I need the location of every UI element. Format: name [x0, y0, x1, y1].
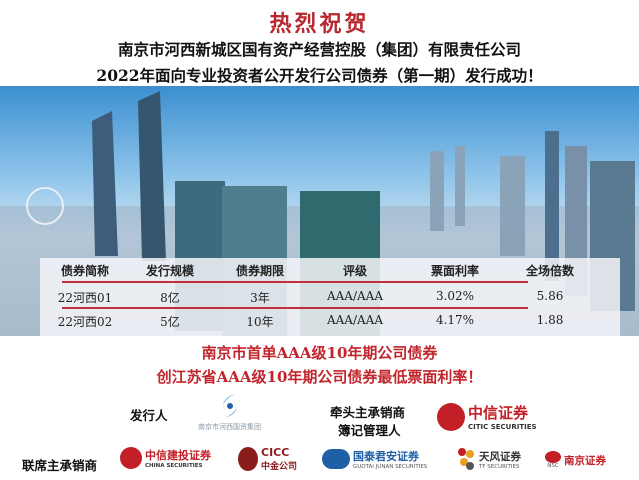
divider	[62, 281, 528, 283]
cell: 3.02%	[435, 289, 475, 303]
company-name: 南京市河西新城区国有资产经营控股（集团）有限责任公司	[117, 40, 521, 59]
cell: 3年	[250, 291, 270, 305]
table-header: 债券简称 发行规模 债券期限 评级 票面利率 全场倍数	[40, 262, 620, 279]
china-securities-logo: 中信建投证券 CHINA SECURITIES	[120, 447, 211, 469]
bond-table: 债券简称 发行规模 债券期限 评级 票面利率 全场倍数 22河西01 8亿 3年…	[40, 258, 620, 336]
highlight-2: 创江苏省AAA级10年期公司债券最低票面利率！	[156, 368, 483, 386]
cell: AAA/AAA	[326, 313, 384, 327]
issuer-logo: 南京市河西国资集团	[198, 392, 261, 432]
guotai-junan-logo: 国泰君安证券 GUOTAI JUNAN SECURITIES	[322, 448, 427, 470]
joint-label: 联席主承销商	[22, 458, 98, 473]
cell: 5.86	[536, 289, 564, 303]
col-header: 发行规模	[145, 264, 194, 278]
col-header: 债券期限	[235, 264, 284, 278]
citic-emblem-icon	[437, 402, 465, 431]
tf-securities-logo: 天风证券 TF SECURITIES	[456, 446, 521, 472]
cell: 22河西01	[57, 291, 113, 305]
cell: 4.17%	[435, 313, 475, 327]
highlight-1: 南京市首单AAA级10年期公司债券	[201, 344, 438, 362]
csc-emblem-icon	[120, 447, 142, 469]
cell: 8亿	[160, 291, 180, 305]
cicc-logo: CICC 中金公司	[238, 446, 297, 472]
cicc-emblem-icon	[238, 447, 258, 471]
cell: AAA/AAA	[326, 289, 384, 303]
nsc-emblem-icon	[545, 451, 561, 463]
lead-label: 牵头主承销商	[330, 405, 406, 420]
nanjing-securities-logo: NSC 南京证券	[545, 451, 606, 469]
table-row: 22河西01 8亿 3年 AAA/AAA 3.02% 5.86	[40, 289, 620, 306]
issuer-label: 发行人	[130, 408, 168, 423]
cell: 10年	[246, 315, 274, 329]
col-header: 票面利率	[430, 264, 479, 278]
col-header: 评级	[342, 264, 367, 278]
issuer-emblem-icon	[222, 394, 237, 418]
col-header: 全场倍数	[525, 264, 574, 278]
citic-logo: 中信证券 CITIC SECURITIES	[437, 402, 537, 431]
bookrunner-label: 簿记管理人	[338, 423, 401, 438]
col-header: 债券简称	[60, 264, 109, 278]
table-row: 22河西02 5亿 10年 AAA/AAA 4.17% 1.88	[40, 313, 620, 330]
gtja-emblem-icon	[322, 449, 350, 469]
poster-title: 热烈祝贺	[269, 11, 370, 37]
issuance-headline: 2022年面向专业投资者公开发行公司债券（第一期）发行成功！	[96, 66, 543, 85]
divider	[62, 307, 528, 309]
cell: 5亿	[160, 315, 180, 329]
cell: 22河西02	[57, 315, 113, 329]
tf-emblem-icon	[458, 448, 474, 470]
cell: 1.88	[536, 313, 564, 327]
